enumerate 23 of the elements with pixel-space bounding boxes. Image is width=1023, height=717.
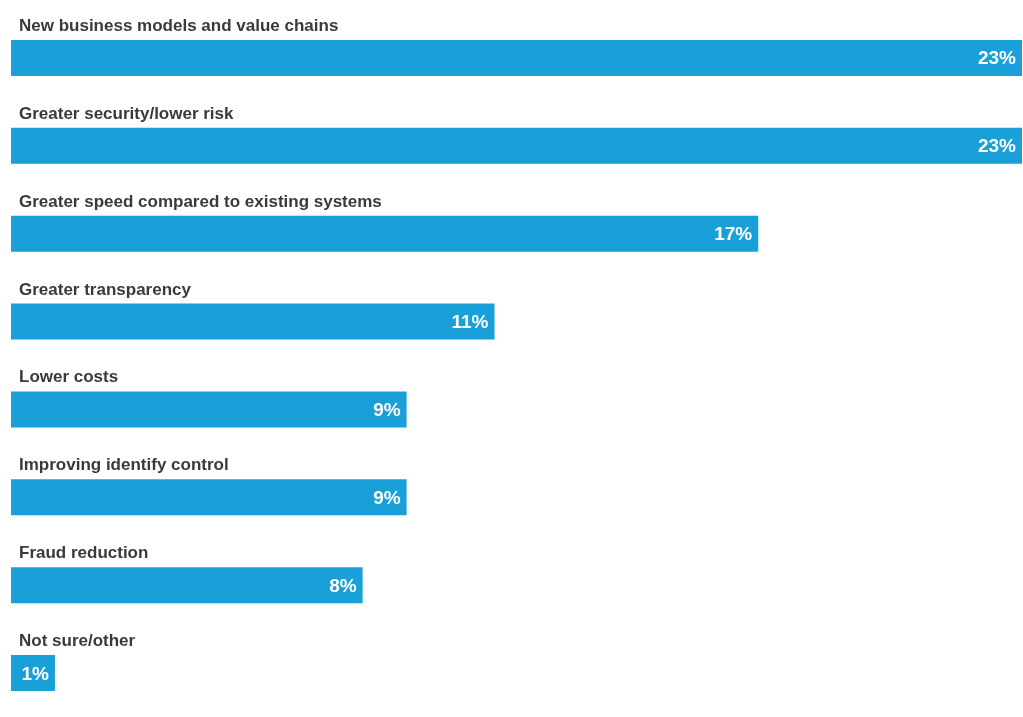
bar — [11, 215, 759, 252]
bar — [11, 39, 1022, 76]
bar — [11, 479, 407, 516]
y-tick-label: Greater transparency — [19, 279, 192, 299]
data-label: 17% — [714, 223, 753, 245]
y-tick-label: New business models and value chains — [19, 15, 339, 35]
data-label: 23% — [977, 47, 1017, 69]
data-label: 23% — [977, 135, 1017, 157]
y-tick-label: Lower costs — [19, 367, 119, 387]
y-tick-label: Not sure/other — [19, 631, 136, 651]
bar — [11, 391, 407, 428]
y-tick-label: Greater security/lower risk — [19, 103, 235, 123]
data-label: 9% — [373, 398, 401, 420]
data-label: 8% — [329, 574, 357, 596]
data-label: 11% — [451, 311, 489, 333]
y-tick-label: Fraud reduction — [19, 543, 149, 563]
data-label: 9% — [373, 486, 401, 508]
y-tick-label: Greater speed compared to existing systems — [19, 191, 382, 211]
y-tick-label: Improving identify control — [19, 455, 229, 475]
bar — [11, 303, 495, 340]
bar — [11, 567, 363, 604]
data-label: 1% — [21, 662, 50, 684]
bar — [11, 127, 1022, 164]
